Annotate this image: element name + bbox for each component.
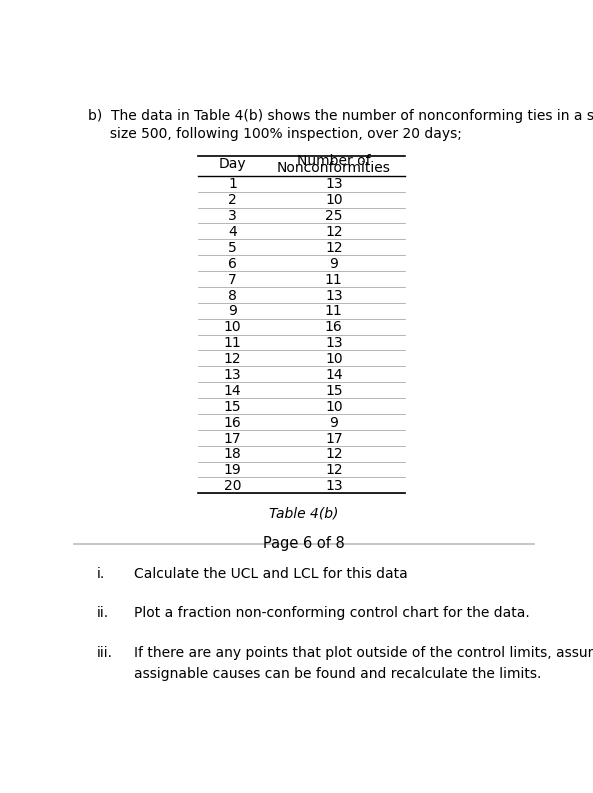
- Text: 5: 5: [228, 241, 237, 255]
- Text: 17: 17: [325, 431, 343, 446]
- Text: 14: 14: [325, 368, 343, 382]
- Text: 12: 12: [224, 352, 241, 366]
- Text: Page 6 of 8: Page 6 of 8: [263, 536, 345, 551]
- Text: 13: 13: [325, 289, 343, 303]
- Text: 9: 9: [329, 257, 338, 271]
- Text: 17: 17: [224, 431, 241, 446]
- Text: Table 4(b): Table 4(b): [269, 507, 339, 521]
- Text: 12: 12: [325, 225, 343, 239]
- Text: If there are any points that plot outside of the control limits, assume
assignab: If there are any points that plot outsid…: [134, 646, 593, 680]
- Text: 20: 20: [224, 479, 241, 493]
- Text: 4: 4: [228, 225, 237, 239]
- Text: 10: 10: [325, 400, 343, 414]
- Text: 12: 12: [325, 447, 343, 462]
- Text: Number of: Number of: [297, 154, 371, 168]
- Text: b)  The data in Table 4(b) shows the number of nonconforming ties in a sample of: b) The data in Table 4(b) shows the numb…: [88, 109, 593, 123]
- Text: 12: 12: [325, 241, 343, 255]
- Text: 15: 15: [224, 400, 241, 414]
- Text: 13: 13: [325, 178, 343, 191]
- Text: 25: 25: [325, 209, 343, 224]
- Text: 2: 2: [228, 193, 237, 207]
- Text: 13: 13: [325, 479, 343, 493]
- Text: 19: 19: [224, 463, 241, 477]
- Text: Plot a fraction non-conforming control chart for the data.: Plot a fraction non-conforming control c…: [134, 606, 530, 620]
- Text: 13: 13: [224, 368, 241, 382]
- Text: 7: 7: [228, 273, 237, 287]
- Text: 18: 18: [224, 447, 241, 462]
- Text: 9: 9: [228, 305, 237, 319]
- Text: 9: 9: [329, 416, 338, 430]
- Text: size 500, following 100% inspection, over 20 days;: size 500, following 100% inspection, ove…: [88, 127, 462, 141]
- Text: 10: 10: [325, 352, 343, 366]
- Text: 16: 16: [224, 416, 241, 430]
- Text: ii.: ii.: [97, 606, 109, 620]
- Text: 1: 1: [228, 178, 237, 191]
- Text: i.: i.: [97, 566, 106, 580]
- Text: 12: 12: [325, 463, 343, 477]
- Text: 11: 11: [325, 273, 343, 287]
- Text: 11: 11: [224, 336, 241, 351]
- Text: Nonconformities: Nonconformities: [277, 162, 391, 175]
- Text: 10: 10: [224, 320, 241, 335]
- Text: 3: 3: [228, 209, 237, 224]
- Text: 16: 16: [325, 320, 343, 335]
- Text: 6: 6: [228, 257, 237, 271]
- Text: iii.: iii.: [97, 646, 113, 660]
- Text: 14: 14: [224, 384, 241, 398]
- Text: 13: 13: [325, 336, 343, 351]
- Text: 10: 10: [325, 193, 343, 207]
- Text: 11: 11: [325, 305, 343, 319]
- Text: Calculate the UCL and LCL for this data: Calculate the UCL and LCL for this data: [134, 566, 407, 580]
- Text: 8: 8: [228, 289, 237, 303]
- Text: 15: 15: [325, 384, 343, 398]
- Text: Day: Day: [219, 157, 247, 171]
